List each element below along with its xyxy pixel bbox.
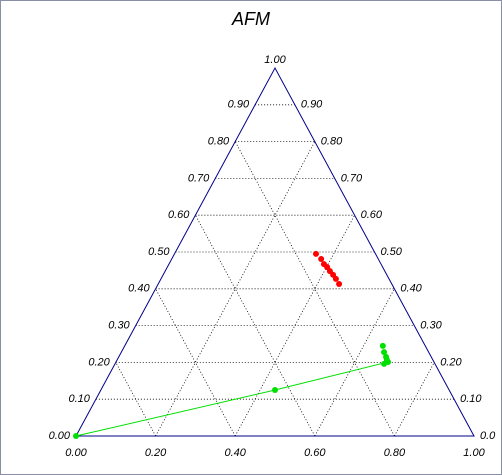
right-tick-label: 0.60 <box>361 209 383 221</box>
right-tick-label: 0.80 <box>321 136 343 148</box>
left-tick-label: 0.60 <box>168 209 190 221</box>
left-tick-label: 0.20 <box>88 356 110 368</box>
bottom-tick-label: 0.60 <box>304 447 326 459</box>
grid-line <box>394 362 435 437</box>
data-point <box>73 433 79 439</box>
right-tick-label: 0.30 <box>420 320 442 332</box>
right-tick-label: 0.70 <box>341 172 363 184</box>
data-point <box>336 281 343 288</box>
bottom-tick-label: 0.00 <box>65 447 87 459</box>
data-point <box>381 360 388 367</box>
left-tick-label: 1.00 <box>264 54 286 66</box>
data-point <box>318 255 325 262</box>
bottom-tick-label: 0.20 <box>145 447 167 459</box>
bottom-tick-label: 0.80 <box>384 447 406 459</box>
grid-line <box>314 288 395 437</box>
right-tick-label: 0.20 <box>440 356 462 368</box>
bottom-tick-label: 1.00 <box>463 447 485 459</box>
right-tick-label: 0.90 <box>301 99 323 111</box>
data-point <box>332 275 339 282</box>
left-tick-label: 0.00 <box>49 430 71 442</box>
left-tick-label: 0.40 <box>128 283 150 295</box>
left-tick-label: 0.50 <box>148 246 170 258</box>
triangle-axis <box>75 66 475 437</box>
right-tick-label: 0.40 <box>400 283 422 295</box>
data-point <box>312 250 319 257</box>
right-tick-label: 0.10 <box>460 393 482 405</box>
data-point <box>272 387 278 393</box>
right-tick-label: 0.0 <box>480 430 496 442</box>
right-tick-label: 0.50 <box>381 246 403 258</box>
data-point <box>381 349 388 356</box>
left-tick-label: 0.70 <box>188 172 210 184</box>
grid-line <box>115 362 156 437</box>
chart-title: AFM <box>231 9 270 29</box>
left-tick-label: 0.80 <box>208 136 230 148</box>
left-tick-label: 0.30 <box>108 320 130 332</box>
left-tick-label: 0.90 <box>228 99 250 111</box>
bottom-tick-label: 0.40 <box>224 447 246 459</box>
left-tick-label: 0.10 <box>68 393 90 405</box>
data-point <box>379 342 386 349</box>
grid-line <box>155 288 236 437</box>
